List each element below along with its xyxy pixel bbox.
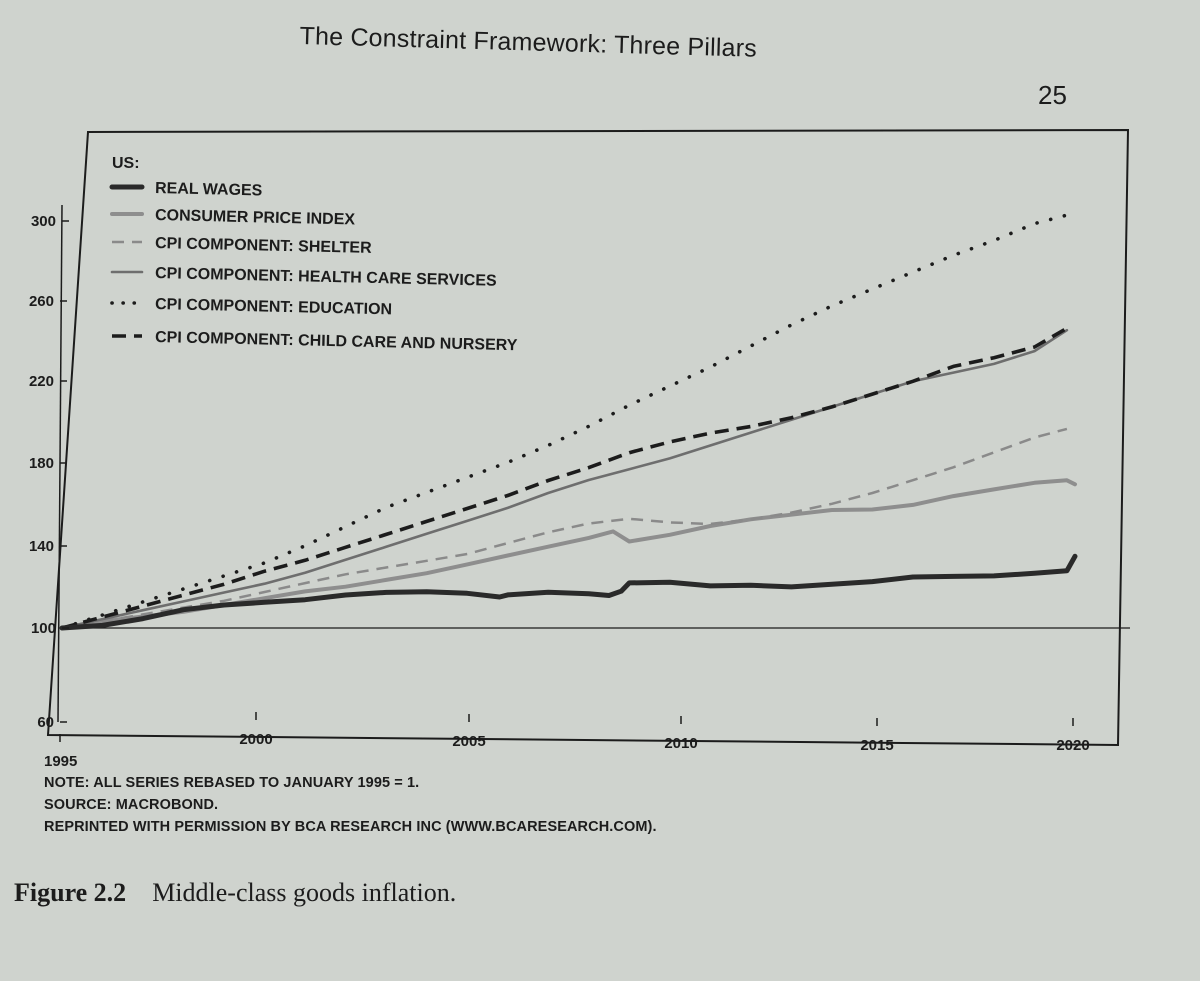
legend-label: CPI COMPONENT: EDUCATION bbox=[155, 296, 392, 318]
x-tick-label: 2020 bbox=[1056, 737, 1089, 754]
x-tick-label: 2005 bbox=[452, 733, 485, 750]
x-tick-label: 2000 bbox=[239, 731, 272, 748]
note-reprint: REPRINTED WITH PERMISSION BY BCA RESEARC… bbox=[44, 819, 657, 835]
series-line-4 bbox=[60, 213, 1069, 630]
y-tick-label: 260 bbox=[29, 293, 54, 310]
series-line-2 bbox=[61, 427, 1068, 630]
note-source: SOURCE: MACROBOND. bbox=[44, 797, 219, 813]
legend-label: REAL WAGES bbox=[155, 180, 263, 199]
figure-title: Middle-class goods inflation. bbox=[152, 878, 457, 907]
y-tick-label: 100 bbox=[31, 620, 56, 637]
legend-label: CPI COMPONENT: CHILD CARE AND NURSERY bbox=[155, 329, 518, 354]
y-tick-label: 140 bbox=[29, 538, 54, 555]
legend-label: CPI COMPONENT: SHELTER bbox=[155, 235, 372, 257]
chart-frame bbox=[46, 128, 1130, 747]
chart-notes: NOTE: ALL SERIES REBASED TO JANUARY 1995… bbox=[44, 772, 657, 838]
y-tick-label: 180 bbox=[29, 455, 54, 472]
y-tick-label: 60 bbox=[37, 714, 54, 731]
note-rebase: NOTE: ALL SERIES REBASED TO JANUARY 1995… bbox=[44, 775, 420, 791]
series-line-3 bbox=[60, 328, 1069, 630]
figure-label: Figure 2.2 bbox=[14, 878, 127, 907]
x-tick-label: 1995 bbox=[44, 753, 77, 770]
legend-label: CPI COMPONENT: HEALTH CARE SERVICES bbox=[155, 265, 497, 290]
legend-label: CONSUMER PRICE INDEX bbox=[155, 207, 356, 229]
x-tick-label: 2015 bbox=[860, 737, 893, 754]
series-line-0 bbox=[59, 553, 1078, 631]
series-line-5 bbox=[61, 326, 1068, 630]
y-tick-label: 220 bbox=[29, 373, 54, 390]
figure-caption: Figure 2.2 Middle-class goods inflation. bbox=[14, 878, 456, 908]
y-tick-label: 300 bbox=[31, 213, 56, 230]
x-tick-label: 2010 bbox=[664, 735, 697, 752]
page-number: 25 bbox=[1038, 80, 1067, 110]
legend-title: US: bbox=[112, 155, 140, 172]
